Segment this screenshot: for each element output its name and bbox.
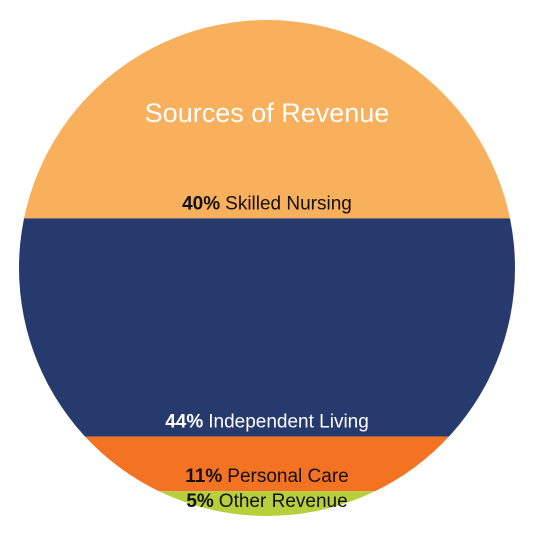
bands bbox=[19, 20, 515, 516]
category-label: Personal Care bbox=[227, 466, 348, 487]
labels: 40% Skilled Nursing 44% Independent Living 1… bbox=[165, 193, 369, 512]
band-label: 11% Personal Care bbox=[185, 466, 348, 487]
band-label: 40% Skilled Nursing bbox=[182, 193, 352, 214]
value-label: 40% bbox=[182, 193, 220, 214]
band-label: 44% Independent Living bbox=[165, 412, 369, 433]
value-label: 5% bbox=[186, 491, 214, 512]
category-label: Independent Living bbox=[208, 412, 369, 433]
band-label: 5% Other Revenue bbox=[186, 491, 347, 512]
category-label: Skilled Nursing bbox=[225, 193, 352, 214]
value-label: 11% bbox=[185, 466, 222, 487]
band bbox=[19, 218, 515, 437]
chart-title: Sources of Revenue bbox=[145, 98, 390, 128]
category-label: Other Revenue bbox=[219, 491, 348, 512]
value-label: 44% bbox=[165, 412, 203, 433]
